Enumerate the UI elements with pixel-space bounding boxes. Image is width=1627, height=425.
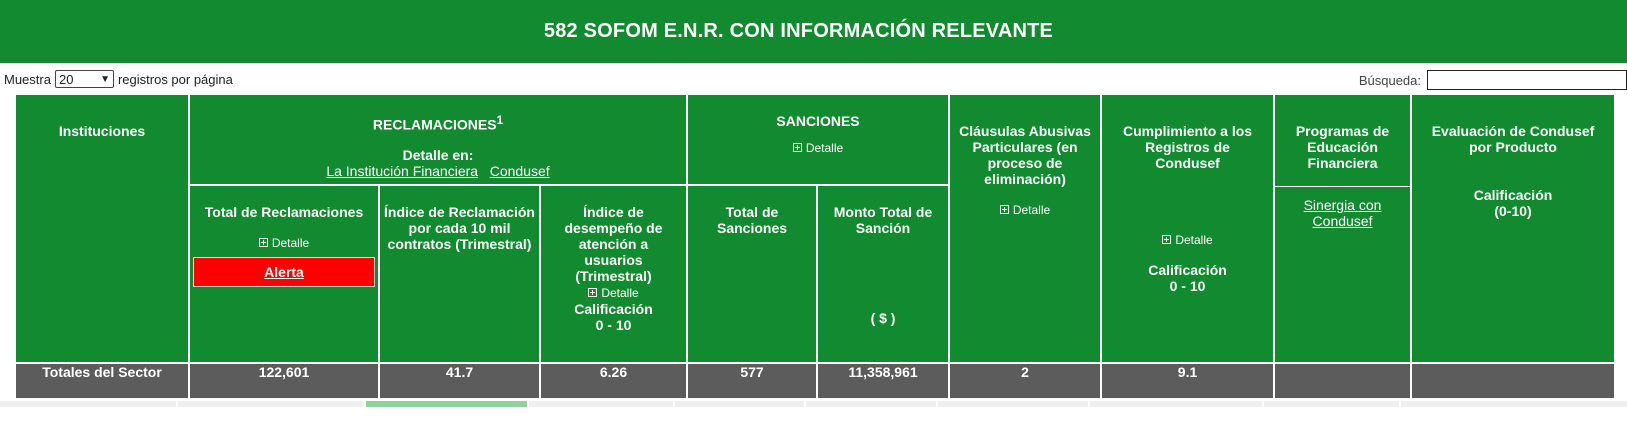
totals-row: Totales del Sector 122,601 41.7 6.26 577… — [14, 362, 1617, 400]
alert-button[interactable]: Alerta — [193, 256, 375, 287]
next-row-cell — [938, 401, 1088, 407]
page-size-select[interactable]: 20 ▼ — [54, 70, 114, 88]
sofom-table: Instituciones RECLAMACIONES1 Detalle en:… — [14, 93, 1617, 400]
table-controls: Muestra 20 ▼ registros por página Búsque… — [0, 68, 1627, 92]
clausulas-detail-toggle[interactable]: Detalle — [999, 202, 1051, 218]
desempeno-range: 0 - 10 — [595, 316, 632, 333]
page-banner: 582 SOFOM E.N.R. CON INFORMACIÓN RELEVAN… — [0, 0, 1627, 63]
cumplimiento-header: Cumplimiento a los Registros de Condusef… — [1100, 93, 1276, 364]
totals-programas — [1273, 362, 1413, 400]
reclamaciones-detail-label: Detalle en: — [402, 146, 474, 163]
link-institucion-financiera[interactable]: La Institución Financiera — [326, 162, 479, 179]
evaluacion-range: (0-10) — [1494, 203, 1532, 219]
programas-divider — [1275, 186, 1411, 187]
plus-box-icon — [588, 288, 598, 297]
search-label: Búsqueda: — [1358, 72, 1421, 88]
next-row-cell — [529, 401, 673, 407]
institutions-header: Instituciones — [14, 93, 190, 364]
next-row-cell — [1264, 401, 1399, 407]
search-control: Búsqueda: — [1359, 70, 1627, 90]
next-row-cell — [1401, 401, 1627, 407]
reclamaciones-footnote: 1 — [496, 114, 504, 127]
cumplimiento-header-label: Cumplimiento a los Registros de Condusef — [1122, 123, 1253, 171]
per-page-label: registros por página — [117, 71, 233, 87]
monto-sancion-header: Monto Total de Sanción ( $ ) — [815, 184, 951, 364]
indice-desempeno-header: Índice de desempeño de atención a usuari… — [539, 184, 688, 364]
cumplimiento-range: 0 - 10 — [1169, 277, 1206, 294]
total-sanciones-header: Total de Sanciones — [686, 184, 818, 364]
monto-sancion-label: Monto Total de Sanción — [833, 204, 933, 236]
sanciones-header: SANCIONES Detalle — [685, 93, 951, 186]
indice-reclamacion-header: Índice de Reclamación por cada 10 mil co… — [378, 184, 541, 364]
evaluacion-header-label: Evaluación de Condusef por Producto — [1431, 123, 1595, 155]
totals-sanciones: 577 — [686, 362, 818, 400]
page-size-control: Muestra 20 ▼ registros por página — [4, 70, 233, 88]
next-row-cell — [1090, 401, 1262, 407]
sanciones-detail-toggle[interactable]: Detalle — [792, 140, 844, 156]
page-size-value: 20 — [58, 71, 74, 87]
sanciones-title: SANCIONES — [776, 113, 860, 129]
total-sanciones-label: Total de Sanciones — [716, 204, 788, 236]
plus-box-icon — [999, 205, 1009, 214]
cumplimiento-detail-toggle[interactable]: Detalle — [1162, 232, 1213, 248]
monto-sancion-unit: ( $ ) — [870, 310, 896, 326]
plus-box-icon — [258, 238, 268, 247]
reclamaciones-header: RECLAMACIONES1 Detalle en: La Institució… — [188, 93, 688, 186]
reclamaciones-title: RECLAMACIONES — [372, 116, 497, 133]
page-title: 582 SOFOM E.N.R. CON INFORMACIÓN RELEVAN… — [543, 20, 1054, 42]
programas-header-label: Programas de Educación Financiera — [1295, 123, 1390, 171]
total-reclamaciones-label: Total de Reclamaciones — [204, 204, 364, 220]
clausulas-detail-label: Detalle — [1012, 202, 1051, 217]
totals-cumplimiento: 9.1 — [1100, 362, 1276, 400]
next-row-cell — [366, 401, 527, 407]
search-input[interactable] — [1427, 70, 1627, 90]
next-row-cell — [806, 401, 936, 407]
indice-desempeno-label: Índice de desempeño de atención a usuari… — [564, 204, 663, 284]
next-row-cell — [0, 401, 176, 407]
totals-indice-reclamacion: 41.7 — [378, 362, 541, 400]
programas-header: Programas de Educación Financiera Sinerg… — [1273, 93, 1413, 364]
evaluacion-calif: Calificación — [1473, 187, 1553, 203]
totals-label: Totales del Sector — [14, 362, 190, 400]
next-row-cell — [178, 401, 364, 407]
desempeno-calif: Calificación — [574, 300, 653, 317]
chevron-down-icon: ▼ — [100, 73, 110, 85]
institutions-header-label: Instituciones — [58, 123, 146, 139]
total-reclamaciones-header: Total de Reclamaciones Detalle Alerta — [188, 184, 380, 364]
totals-clausulas: 2 — [948, 362, 1103, 400]
evaluacion-header: Evaluación de Condusef por Producto Cali… — [1410, 93, 1617, 364]
total-reclamaciones-detail-toggle[interactable]: Detalle — [258, 235, 310, 251]
totals-evaluacion — [1410, 362, 1617, 400]
sanciones-detail-label: Detalle — [805, 140, 844, 155]
totals-monto-sancion: 11,358,961 — [815, 362, 951, 400]
totals-reclamaciones: 122,601 — [188, 362, 380, 400]
totals-indice-desempeno: 6.26 — [539, 362, 688, 400]
plus-box-icon — [1162, 235, 1172, 244]
desempeno-detail-toggle[interactable]: Detalle — [588, 285, 639, 301]
next-row-strip — [0, 401, 1627, 425]
next-row-cell — [675, 401, 804, 407]
plus-box-icon — [792, 143, 802, 152]
link-condusef[interactable]: Condusef — [489, 162, 550, 179]
total-reclamaciones-detail-label: Detalle — [271, 235, 310, 250]
clausulas-header: Cláusulas Abusivas Particulares (en proc… — [948, 93, 1103, 364]
clausulas-header-label: Cláusulas Abusivas Particulares (en proc… — [959, 123, 1091, 187]
show-label: Muestra — [4, 71, 51, 87]
link-sinergia-condusef[interactable]: Sinergia con Condusef — [1303, 197, 1382, 229]
indice-reclamacion-label: Índice de Reclamación por cada 10 mil co… — [384, 204, 535, 252]
cumplimiento-calif: Calificación — [1148, 261, 1227, 278]
cumplimiento-detail-label: Detalle — [1175, 232, 1213, 247]
desempeno-detail-label: Detalle — [601, 285, 639, 300]
